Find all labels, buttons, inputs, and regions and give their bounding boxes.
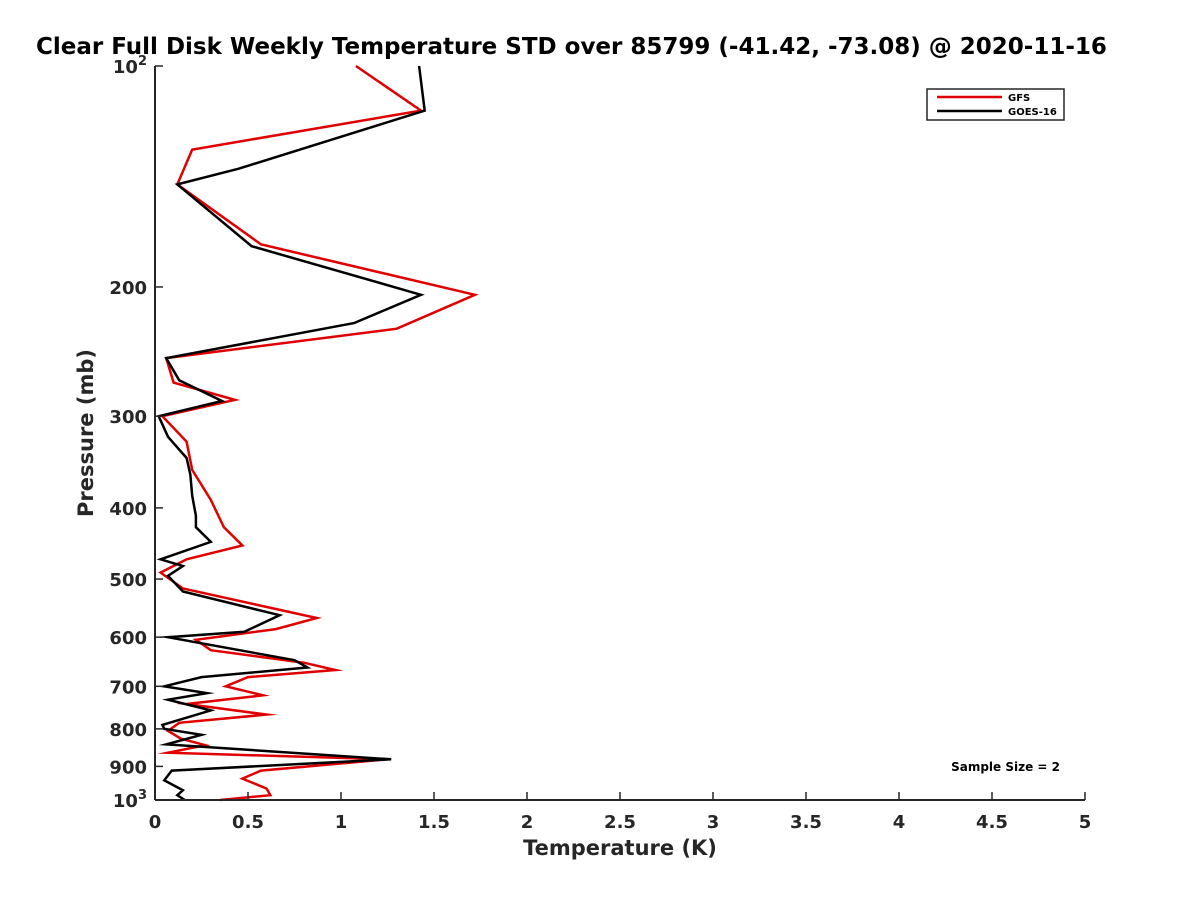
- x-tick-label: 0.5: [232, 812, 264, 833]
- x-tick-label: 1.5: [418, 812, 450, 833]
- x-tick-label: 0: [149, 812, 162, 833]
- x-tick-label: 2.5: [604, 812, 636, 833]
- x-tick-label: 4.5: [976, 812, 1008, 833]
- legend-label-goes-16: GOES-16: [1008, 107, 1057, 118]
- series-line-goes-16: [156, 65, 427, 802]
- x-tick-label: 3.5: [790, 812, 822, 833]
- y-tick-label: 200: [109, 278, 147, 299]
- x-tick-label: 3: [707, 812, 720, 833]
- y-tick-label: 102: [113, 54, 147, 78]
- legend-box: [926, 88, 1065, 121]
- axes-layer: 0 0.5 1 1.5 2 2.5 3 3.5 4 4.5 5 102 200 300 400 500 600 7…: [109, 54, 1091, 833]
- series-layer: [156, 64, 479, 802]
- chart-title: Clear Full Disk Weekly Temperature STD o…: [36, 34, 1107, 60]
- legend-label-gfs: GFS: [1008, 93, 1030, 104]
- x-tick-label: 1: [335, 812, 348, 833]
- y-tick-label: 900: [109, 757, 147, 778]
- x-tick-label: 5: [1079, 812, 1092, 833]
- legend: GFS GOES-16: [926, 88, 1065, 121]
- x-tick-label: 4: [893, 812, 906, 833]
- series-line-gfs: [157, 64, 479, 802]
- y-tick-label: 600: [109, 628, 147, 649]
- y-tick-label: 103: [113, 788, 147, 812]
- y-tick-label: 500: [109, 570, 147, 591]
- y-axis-label: Pressure (mb): [74, 349, 98, 517]
- sample-size-annotation: Sample Size = 2: [951, 760, 1060, 774]
- x-tick-label: 2: [521, 812, 534, 833]
- x-axis-label: Temperature (K): [523, 836, 717, 860]
- y-tick-label: 400: [109, 499, 147, 520]
- y-tick-label: 700: [109, 677, 147, 698]
- y-tick-label: 300: [109, 407, 147, 428]
- y-tick-label: 800: [109, 720, 147, 741]
